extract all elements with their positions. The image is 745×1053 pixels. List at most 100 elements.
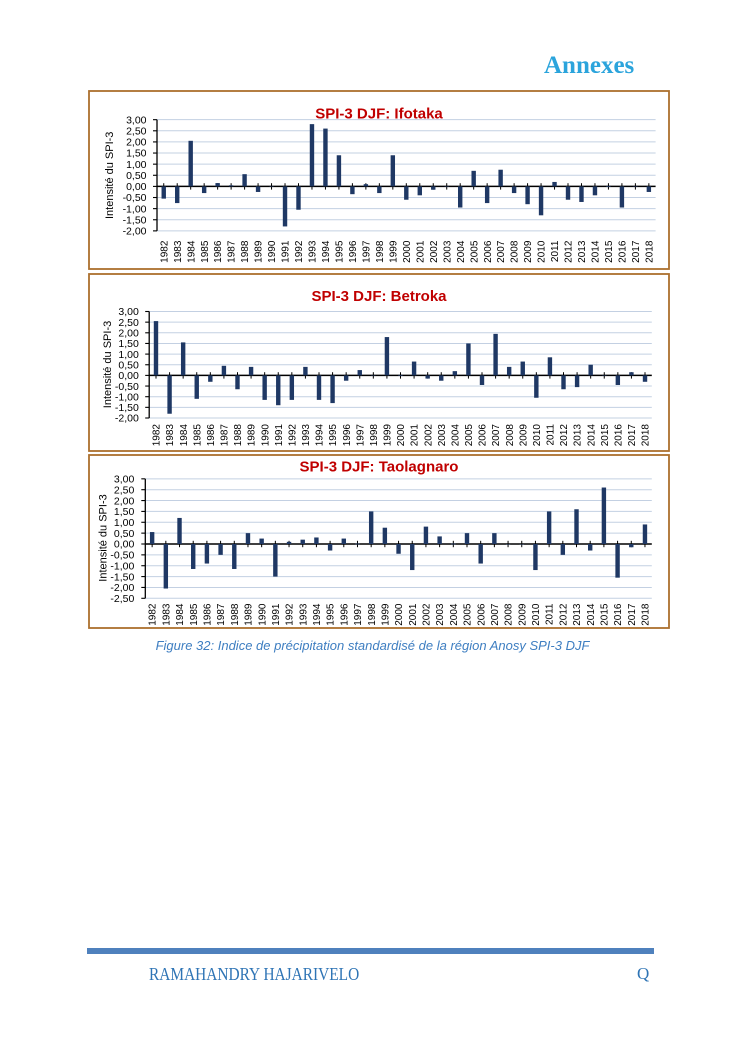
svg-text:-2,00: -2,00 — [110, 582, 134, 594]
svg-text:-2,00: -2,00 — [123, 226, 147, 238]
svg-text:1991: 1991 — [271, 603, 282, 626]
svg-text:Intensité du SPI-3: Intensité du SPI-3 — [104, 132, 116, 219]
svg-text:2017: 2017 — [627, 424, 638, 447]
svg-text:2002: 2002 — [429, 240, 440, 263]
svg-text:2008: 2008 — [505, 424, 516, 447]
svg-text:2018: 2018 — [641, 603, 652, 626]
svg-text:2010: 2010 — [532, 424, 543, 447]
svg-text:1989: 1989 — [244, 603, 255, 626]
svg-text:1,00: 1,00 — [126, 159, 147, 171]
svg-text:1992: 1992 — [287, 424, 298, 447]
svg-text:-1,50: -1,50 — [110, 571, 134, 583]
svg-text:2004: 2004 — [450, 424, 461, 447]
svg-text:-1,00: -1,00 — [110, 560, 134, 572]
svg-text:1990: 1990 — [257, 603, 268, 626]
svg-text:1983: 1983 — [165, 424, 176, 447]
svg-text:2018: 2018 — [644, 240, 655, 263]
svg-text:1997: 1997 — [353, 603, 364, 626]
svg-text:2007: 2007 — [496, 240, 507, 263]
svg-text:2,50: 2,50 — [118, 317, 139, 329]
svg-text:2,50: 2,50 — [114, 484, 135, 496]
svg-text:2016: 2016 — [618, 240, 629, 263]
svg-text:1988: 1988 — [233, 424, 244, 447]
svg-text:2011: 2011 — [550, 240, 561, 262]
svg-text:2016: 2016 — [613, 424, 624, 447]
svg-text:-1,50: -1,50 — [123, 214, 147, 226]
svg-text:-0,50: -0,50 — [123, 192, 147, 204]
svg-text:1985: 1985 — [189, 603, 200, 626]
svg-text:1986: 1986 — [213, 240, 224, 263]
svg-text:3,00: 3,00 — [118, 306, 139, 318]
svg-text:1,00: 1,00 — [118, 349, 139, 361]
svg-text:2007: 2007 — [490, 603, 501, 626]
svg-text:2005: 2005 — [464, 424, 475, 447]
svg-text:-2,50: -2,50 — [110, 593, 134, 605]
svg-text:2001: 2001 — [408, 603, 419, 626]
svg-text:2010: 2010 — [531, 603, 542, 626]
svg-text:2015: 2015 — [600, 424, 611, 447]
svg-text:1994: 1994 — [321, 240, 332, 263]
svg-text:1987: 1987 — [220, 424, 231, 447]
svg-text:1995: 1995 — [326, 603, 337, 626]
svg-text:1992: 1992 — [285, 603, 296, 626]
svg-text:1999: 1999 — [388, 240, 399, 263]
svg-text:1996: 1996 — [348, 240, 359, 263]
svg-text:1994: 1994 — [312, 603, 323, 626]
svg-text:1985: 1985 — [200, 240, 211, 263]
svg-text:2000: 2000 — [396, 424, 407, 447]
svg-text:1995: 1995 — [335, 240, 346, 263]
svg-text:1,50: 1,50 — [126, 148, 147, 160]
svg-text:2011: 2011 — [546, 424, 557, 446]
svg-text:1983: 1983 — [161, 603, 172, 626]
svg-text:1989: 1989 — [254, 240, 265, 263]
svg-text:2001: 2001 — [415, 240, 426, 263]
svg-text:1987: 1987 — [216, 603, 227, 626]
svg-text:0,00: 0,00 — [126, 181, 147, 193]
svg-text:1998: 1998 — [367, 603, 378, 626]
svg-text:2007: 2007 — [491, 424, 502, 447]
svg-text:1991: 1991 — [274, 424, 285, 447]
svg-text:2017: 2017 — [627, 603, 638, 626]
svg-text:1,00: 1,00 — [114, 517, 135, 529]
svg-text:1986: 1986 — [203, 603, 214, 626]
svg-text:2003: 2003 — [435, 603, 446, 626]
svg-text:1998: 1998 — [369, 424, 380, 447]
svg-text:2003: 2003 — [437, 424, 448, 447]
svg-text:1999: 1999 — [383, 424, 394, 447]
svg-text:1998: 1998 — [375, 240, 386, 263]
svg-text:1996: 1996 — [342, 424, 353, 447]
svg-text:1993: 1993 — [308, 240, 319, 263]
svg-text:1989: 1989 — [247, 424, 258, 447]
svg-text:2006: 2006 — [478, 424, 489, 447]
svg-text:Intensité du SPI-3: Intensité du SPI-3 — [98, 494, 110, 581]
svg-text:SPI-3 DJF: Taolagnaro: SPI-3 DJF: Taolagnaro — [300, 459, 459, 476]
svg-text:1982: 1982 — [148, 603, 159, 626]
svg-text:2005: 2005 — [469, 240, 480, 263]
svg-text:1993: 1993 — [301, 424, 312, 447]
svg-text:1993: 1993 — [298, 603, 309, 626]
svg-text:-2,00: -2,00 — [115, 413, 139, 425]
svg-text:1982: 1982 — [152, 424, 163, 447]
svg-text:2002: 2002 — [423, 424, 434, 447]
svg-text:0,50: 0,50 — [114, 528, 135, 540]
svg-text:2,00: 2,00 — [118, 328, 139, 340]
svg-text:2009: 2009 — [523, 240, 534, 263]
svg-text:1995: 1995 — [328, 424, 339, 447]
svg-text:2004: 2004 — [449, 603, 460, 626]
svg-text:1990: 1990 — [267, 240, 278, 263]
svg-text:1985: 1985 — [192, 424, 203, 447]
svg-text:1988: 1988 — [230, 603, 241, 626]
svg-text:2014: 2014 — [586, 424, 597, 447]
svg-text:1991: 1991 — [281, 240, 292, 263]
svg-text:1990: 1990 — [260, 424, 271, 447]
svg-text:2,00: 2,00 — [126, 137, 147, 149]
svg-text:1996: 1996 — [339, 603, 350, 626]
svg-text:2013: 2013 — [572, 603, 583, 626]
svg-text:2012: 2012 — [558, 603, 569, 626]
svg-text:1992: 1992 — [294, 240, 305, 263]
svg-text:1988: 1988 — [240, 240, 251, 263]
svg-text:-0,50: -0,50 — [110, 550, 134, 562]
svg-text:2008: 2008 — [504, 603, 515, 626]
svg-text:2017: 2017 — [631, 240, 642, 263]
svg-text:2008: 2008 — [510, 240, 521, 263]
